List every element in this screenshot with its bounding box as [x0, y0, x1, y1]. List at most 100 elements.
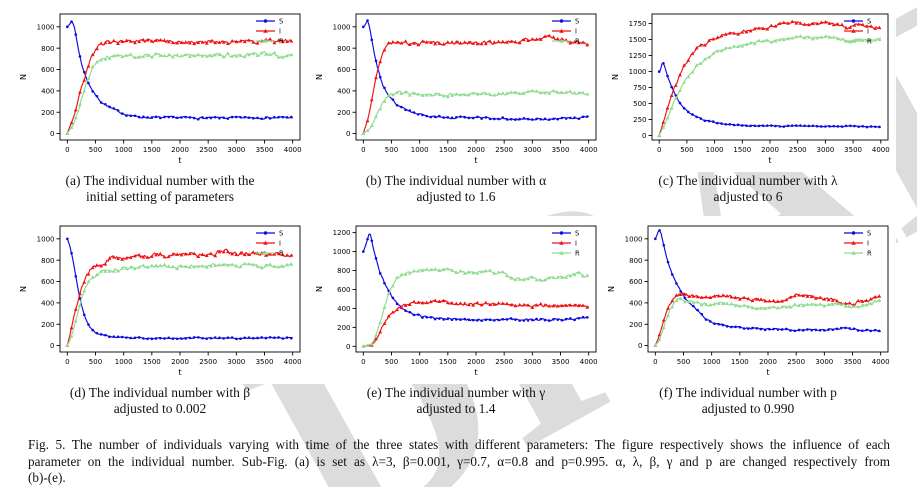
svg-text:t: t — [178, 156, 181, 165]
svg-text:250: 250 — [633, 116, 646, 124]
svg-text:2500: 2500 — [789, 146, 807, 154]
svg-text:600: 600 — [41, 278, 54, 286]
chart-caption-d: (d) The individual number with β adjuste… — [10, 385, 310, 417]
svg-text:R: R — [867, 249, 872, 257]
svg-text:1250: 1250 — [629, 52, 647, 60]
svg-text:I: I — [279, 27, 281, 35]
svg-text:1000: 1000 — [37, 235, 55, 243]
svg-text:600: 600 — [41, 66, 54, 74]
svg-text:0: 0 — [638, 342, 642, 350]
svg-text:4000: 4000 — [872, 358, 890, 366]
svg-text:R: R — [575, 37, 580, 45]
svg-text:1500: 1500 — [439, 146, 457, 154]
svg-text:1000: 1000 — [411, 358, 429, 366]
svg-text:1500: 1500 — [629, 36, 647, 44]
svg-text:200: 200 — [337, 109, 350, 117]
figure-caption-line-1: Fig. 5. The number of individuals varyin… — [28, 437, 890, 452]
svg-text:3500: 3500 — [844, 358, 862, 366]
svg-text:500: 500 — [385, 146, 398, 154]
svg-text:800: 800 — [337, 267, 350, 275]
svg-text:500: 500 — [89, 146, 102, 154]
svg-text:1200: 1200 — [333, 229, 351, 237]
svg-text:800: 800 — [337, 45, 350, 53]
chart-cell-f: 0 200 400 600 800 1000 0 500 1000 1500 2000 2500 300… — [598, 216, 898, 417]
chart-caption-d-line1: (d) The individual number with β — [69, 385, 251, 400]
svg-text:400: 400 — [41, 299, 54, 307]
svg-text:2500: 2500 — [199, 358, 217, 366]
svg-text:600: 600 — [337, 66, 350, 74]
svg-text:600: 600 — [629, 278, 642, 286]
svg-text:200: 200 — [41, 321, 54, 329]
chart-cell-d: 0 200 400 600 800 1000 0 500 1000 1500 2000 2500 300… — [10, 216, 310, 417]
figure-caption: Fig. 5. The number of individuals varyin… — [28, 437, 890, 487]
chart-caption-c: (c) The individual number with λ adjuste… — [598, 173, 898, 205]
svg-text:N: N — [315, 74, 324, 80]
svg-text:3000: 3000 — [227, 358, 245, 366]
svg-text:1000: 1000 — [37, 23, 55, 31]
svg-text:400: 400 — [337, 305, 350, 313]
svg-text:S: S — [279, 17, 283, 25]
svg-text:0: 0 — [65, 146, 69, 154]
svg-text:0: 0 — [653, 358, 657, 366]
svg-text:3000: 3000 — [227, 146, 245, 154]
svg-text:800: 800 — [41, 45, 54, 53]
svg-text:4000: 4000 — [580, 146, 598, 154]
svg-text:1500: 1500 — [143, 358, 161, 366]
svg-text:t: t — [474, 156, 477, 165]
svg-text:1500: 1500 — [733, 146, 751, 154]
chart-cell-b: 0 200 400 600 800 1000 0 500 1000 1500 2000 2500 300… — [306, 4, 606, 205]
svg-text:200: 200 — [41, 109, 54, 117]
svg-text:2500: 2500 — [495, 146, 513, 154]
chart-caption-b-line1: (b) The individual number with α — [365, 173, 547, 188]
svg-text:500: 500 — [89, 358, 102, 366]
chart-caption-f-line2: adjusted to 0.990 — [701, 401, 795, 416]
svg-text:4000: 4000 — [284, 146, 302, 154]
svg-text:0: 0 — [657, 146, 661, 154]
svg-text:N: N — [19, 286, 28, 292]
svg-text:1000: 1000 — [333, 23, 351, 31]
chart-caption-e-line2: adjusted to 1.4 — [416, 401, 496, 416]
svg-text:1500: 1500 — [439, 358, 457, 366]
svg-text:2000: 2000 — [467, 146, 485, 154]
svg-text:200: 200 — [337, 324, 350, 332]
svg-text:t: t — [474, 368, 477, 377]
chart-f: 0 200 400 600 800 1000 0 500 1000 1500 2000 2500 300… — [598, 216, 896, 384]
svg-text:200: 200 — [629, 321, 642, 329]
svg-text:0: 0 — [361, 358, 365, 366]
svg-text:0: 0 — [50, 130, 54, 138]
svg-text:S: S — [575, 229, 579, 237]
chart-caption-b: (b) The individual number with α adjuste… — [306, 173, 606, 205]
chart-caption-a-line2: initial setting of parameters — [85, 189, 235, 204]
svg-text:I: I — [575, 27, 577, 35]
svg-text:0: 0 — [346, 130, 350, 138]
svg-text:3500: 3500 — [552, 358, 570, 366]
svg-text:R: R — [867, 37, 872, 45]
svg-text:3000: 3000 — [815, 358, 833, 366]
svg-text:0: 0 — [346, 343, 350, 351]
svg-text:3000: 3000 — [816, 146, 834, 154]
chart-a: 0 200 400 600 800 1000 0 500 1000 1500 2000 2500 300… — [10, 4, 308, 172]
svg-text:2500: 2500 — [199, 146, 217, 154]
svg-text:4000: 4000 — [872, 146, 890, 154]
svg-text:500: 500 — [677, 358, 690, 366]
svg-text:t: t — [178, 368, 181, 377]
svg-text:3500: 3500 — [844, 146, 862, 154]
svg-text:2000: 2000 — [759, 358, 777, 366]
svg-text:3500: 3500 — [256, 358, 274, 366]
svg-text:4000: 4000 — [580, 358, 598, 366]
svg-text:600: 600 — [337, 286, 350, 294]
svg-text:t: t — [766, 368, 769, 377]
svg-text:1500: 1500 — [143, 146, 161, 154]
svg-text:1000: 1000 — [115, 358, 133, 366]
chart-cell-c: 0 250 500 750 1000 1250 1500 1750 0 500 1000 1500 20… — [598, 4, 898, 205]
svg-text:500: 500 — [633, 100, 646, 108]
svg-text:N: N — [19, 74, 28, 80]
svg-text:R: R — [279, 37, 284, 45]
svg-text:4000: 4000 — [284, 358, 302, 366]
svg-text:I: I — [575, 239, 577, 247]
chart-cell-e: 0 200 400 600 800 1000 1200 0 500 1000 1500 2000 250… — [306, 216, 606, 417]
svg-text:N: N — [607, 286, 616, 292]
svg-text:R: R — [279, 249, 284, 257]
svg-text:0: 0 — [361, 146, 365, 154]
